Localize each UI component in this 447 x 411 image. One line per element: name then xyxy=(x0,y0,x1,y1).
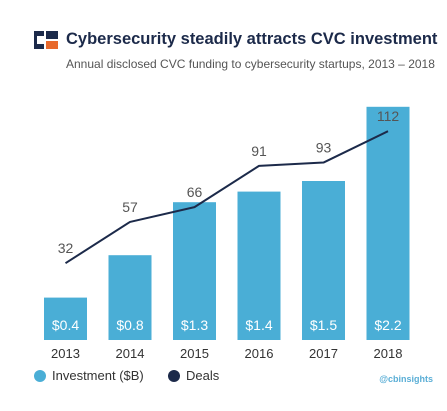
x-tick-label-2013: 2013 xyxy=(51,346,80,361)
deal-label-2016: 91 xyxy=(251,143,267,159)
bar-label-2016: $1.4 xyxy=(245,317,272,333)
cb-insights-logo-icon xyxy=(34,31,58,49)
deal-label-2017: 93 xyxy=(316,140,332,156)
legend-swatch-deals xyxy=(168,369,180,382)
watermark: @cbinsights xyxy=(379,374,433,384)
bar-2014 xyxy=(108,255,152,340)
chart-title: Cybersecurity steadily attracts CVC inve… xyxy=(66,30,438,48)
legend-item-investment: Investment ($B) xyxy=(34,368,144,383)
legend-item-deals: Deals xyxy=(168,368,219,383)
bar-label-2015: $1.3 xyxy=(181,317,208,333)
bar-2017 xyxy=(302,181,345,340)
bar-2018 xyxy=(366,106,410,340)
chart-legend: Investment ($B) Deals xyxy=(34,368,434,388)
legend-label-investment: Investment ($B) xyxy=(52,368,144,383)
x-tick-label-2018: 2018 xyxy=(374,346,403,361)
x-tick-label-2017: 2017 xyxy=(309,346,338,361)
bar-label-2013: $0.4 xyxy=(52,317,79,333)
deal-label-2018: 112 xyxy=(377,108,400,124)
x-tick-label-2014: 2014 xyxy=(116,346,145,361)
bar-2016 xyxy=(237,191,281,340)
deal-label-2014: 57 xyxy=(122,199,138,215)
bar-label-2014: $0.8 xyxy=(116,317,143,333)
chart-header: Cybersecurity steadily attracts CVC inve… xyxy=(0,0,447,80)
legend-swatch-investment xyxy=(34,369,46,382)
bar-2015 xyxy=(173,202,216,340)
x-tick-label-2016: 2016 xyxy=(245,346,274,361)
deals-line xyxy=(64,130,389,265)
bar-label-2017: $1.5 xyxy=(310,317,337,333)
bar-2013 xyxy=(44,297,87,340)
chart-subtitle: Annual disclosed CVC funding to cybersec… xyxy=(66,57,435,71)
deal-label-2013: 32 xyxy=(58,240,74,256)
x-tick-label-2015: 2015 xyxy=(180,346,209,361)
deal-label-2015: 66 xyxy=(187,184,203,200)
legend-label-deals: Deals xyxy=(186,368,220,383)
bar-label-2018: $2.2 xyxy=(374,317,401,333)
